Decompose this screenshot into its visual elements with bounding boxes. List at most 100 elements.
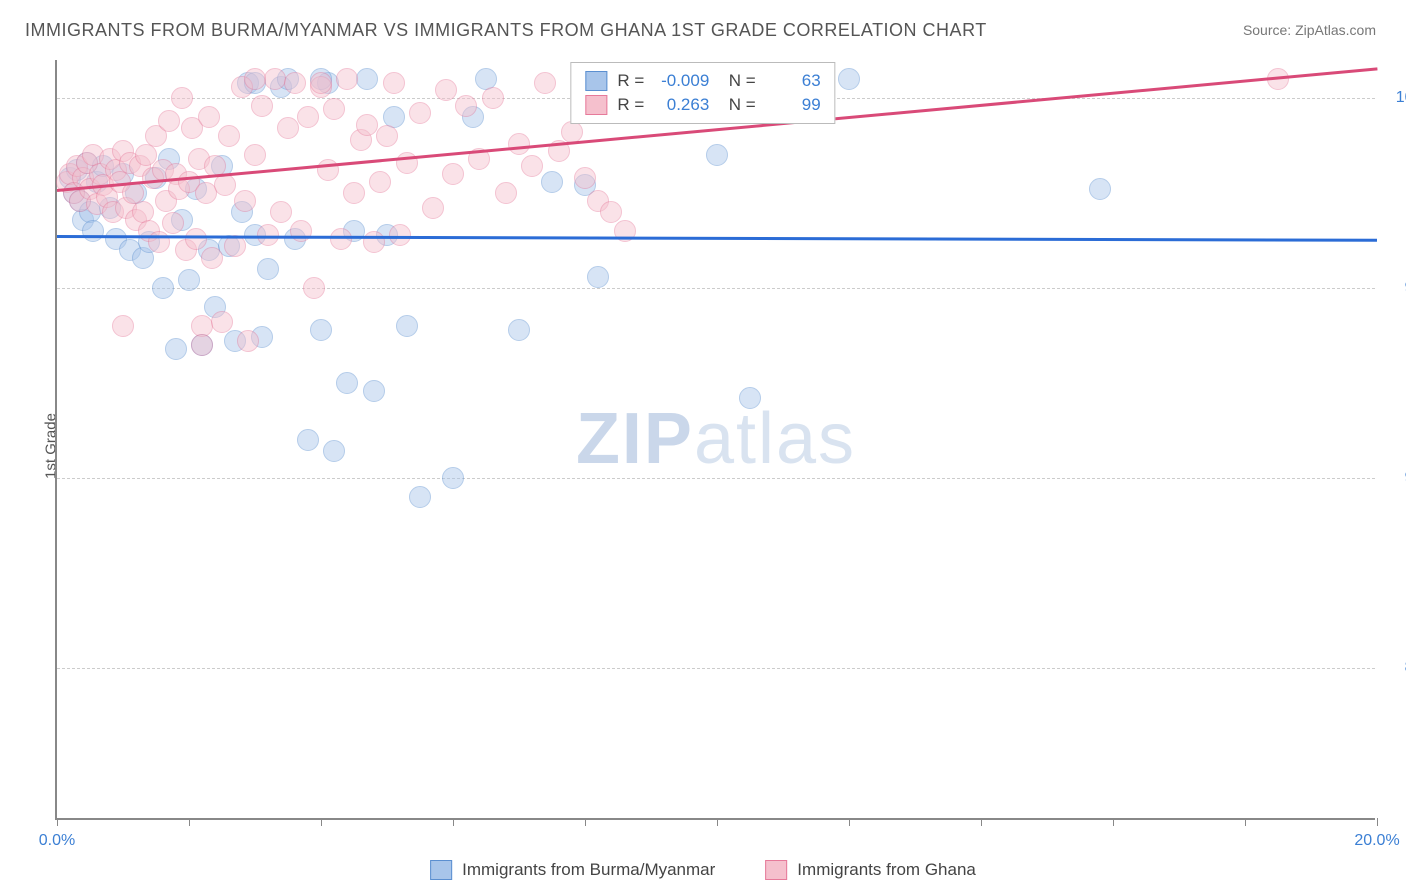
scatter-point [521,155,543,177]
scatter-point [336,68,358,90]
watermark-prefix: ZIP [576,399,694,479]
correlation-legend: R = -0.009 N = 63 R = 0.263 N = 99 [570,62,835,124]
scatter-point [310,319,332,341]
scatter-point [310,72,332,94]
gridline [57,288,1375,289]
scatter-point [739,387,761,409]
xtick [1377,818,1378,826]
r-label: R = [617,95,644,115]
n-label: N = [719,71,755,91]
scatter-point [234,190,256,212]
scatter-point [237,330,259,352]
scatter-point [158,110,180,132]
scatter-point [455,95,477,117]
xtick [321,818,322,826]
legend-row-burma: R = -0.009 N = 63 [585,69,820,93]
scatter-point [396,152,418,174]
scatter-point [82,220,104,242]
scatter-point [195,182,217,204]
scatter-point [185,228,207,250]
series-name-burma: Immigrants from Burma/Myanmar [462,860,715,880]
scatter-point [178,269,200,291]
scatter-point [369,171,391,193]
scatter-point [165,338,187,360]
scatter-point [162,212,184,234]
scatter-point [409,486,431,508]
scatter-point [323,440,345,462]
xtick [585,818,586,826]
r-value-burma: -0.009 [654,71,709,91]
scatter-point [442,163,464,185]
scatter-point [191,334,213,356]
scatter-point [482,87,504,109]
scatter-point [363,231,385,253]
scatter-point [264,68,286,90]
series-name-ghana: Immigrants from Ghana [797,860,976,880]
scatter-point [587,266,609,288]
xtick [717,818,718,826]
scatter-point [244,144,266,166]
bottom-legend-ghana: Immigrants from Ghana [765,860,976,880]
legend-swatch-burma [585,71,607,91]
scatter-point [336,372,358,394]
scatter-point [495,182,517,204]
scatter-point [1089,178,1111,200]
scatter-point [706,144,728,166]
scatter-point [376,125,398,147]
n-value-ghana: 99 [766,95,821,115]
scatter-point [257,258,279,280]
scatter-point [297,106,319,128]
bottom-swatch-ghana [765,860,787,880]
xtick [1113,818,1114,826]
scatter-point [600,201,622,223]
scatter-point [323,98,345,120]
legend-row-ghana: R = 0.263 N = 99 [585,93,820,117]
gridline [57,478,1375,479]
xtick [1245,818,1246,826]
legend-swatch-ghana [585,95,607,115]
xtick [57,818,58,826]
scatter-point [363,380,385,402]
xtick-label: 20.0% [1354,832,1399,850]
scatter-point [303,277,325,299]
scatter-point [251,95,273,117]
scatter-point [422,197,444,219]
scatter-point [152,277,174,299]
scatter-point [270,201,292,223]
scatter-point [356,68,378,90]
xtick [453,818,454,826]
scatter-point [218,125,240,147]
scatter-point [389,224,411,246]
r-label: R = [617,71,644,91]
scatter-point [442,467,464,489]
ytick-label: 100.0% [1380,89,1406,107]
scatter-point [409,102,431,124]
scatter-point [435,79,457,101]
scatter-point [112,315,134,337]
bottom-swatch-burma [430,860,452,880]
scatter-point [508,319,530,341]
gridline [57,668,1375,669]
scatter-point [396,315,418,337]
xtick-label: 0.0% [39,832,75,850]
chart-title: IMMIGRANTS FROM BURMA/MYANMAR VS IMMIGRA… [25,20,987,41]
bottom-legend: Immigrants from Burma/Myanmar Immigrants… [430,860,976,880]
n-label: N = [719,95,755,115]
scatter-point [244,68,266,90]
ytick-label: 95.0% [1380,279,1406,297]
scatter-point [838,68,860,90]
scatter-point [383,72,405,94]
scatter-point [574,167,596,189]
scatter-point [356,114,378,136]
r-value-ghana: 0.263 [654,95,709,115]
scatter-point [214,174,236,196]
scatter-point [277,117,299,139]
scatter-point [508,133,530,155]
scatter-point [201,247,223,269]
source-label: Source: ZipAtlas.com [1243,22,1376,38]
xtick [849,818,850,826]
scatter-point [284,72,306,94]
watermark-suffix: atlas [694,399,856,479]
plot-area: ZIPatlas 85.0%90.0%95.0%100.0% 0.0%20.0% [55,60,1375,820]
n-value-burma: 63 [766,71,821,91]
